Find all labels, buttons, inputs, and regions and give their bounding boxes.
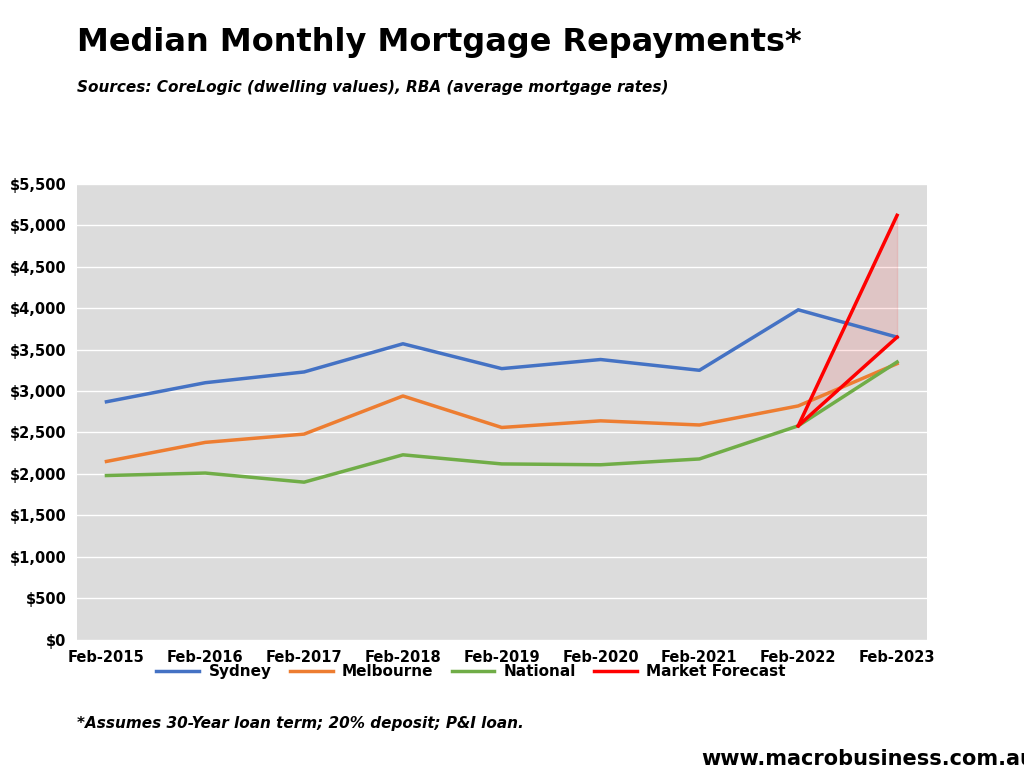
Text: Median Monthly Mortgage Repayments*: Median Monthly Mortgage Repayments*: [77, 27, 802, 57]
Text: MACRO: MACRO: [860, 34, 957, 58]
Text: BUSINESS: BUSINESS: [855, 79, 963, 98]
Text: www.macrobusiness.com.au: www.macrobusiness.com.au: [701, 749, 1024, 766]
Text: *Assumes 30-Year loan term; 20% deposit; P&I loan.: *Assumes 30-Year loan term; 20% deposit;…: [77, 716, 523, 732]
Legend: Sydney, Melbourne, National, Market Forecast: Sydney, Melbourne, National, Market Fore…: [151, 658, 792, 686]
Text: Sources: CoreLogic (dwelling values), RBA (average mortgage rates): Sources: CoreLogic (dwelling values), RB…: [77, 80, 669, 96]
